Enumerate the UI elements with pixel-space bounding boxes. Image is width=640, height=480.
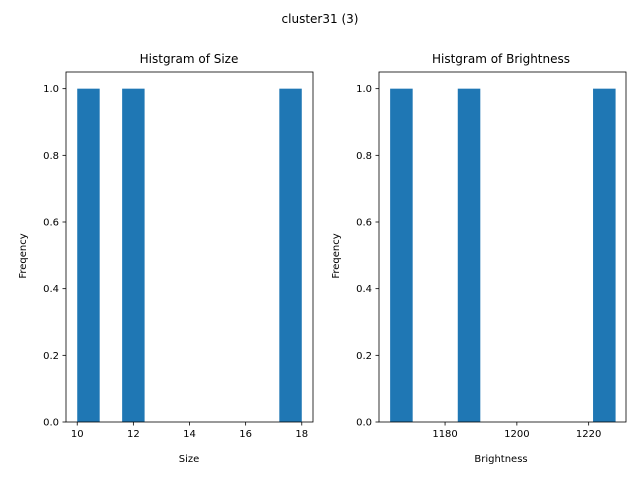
size-histogram-ytick-label: 0.0 bbox=[43, 418, 59, 429]
size-histogram-bar bbox=[122, 88, 145, 423]
brightness-histogram-xlabel: Brightness bbox=[474, 454, 527, 465]
brightness-histogram-ylabel: Freqency bbox=[331, 233, 342, 278]
brightness-histogram-ytick-label: 1.0 bbox=[356, 84, 372, 95]
size-histogram-ytick-label: 0.2 bbox=[43, 351, 59, 362]
size-histogram-xtick-label: 12 bbox=[127, 429, 140, 440]
size-histogram-bar bbox=[77, 88, 100, 423]
size-histogram-xtick-label: 16 bbox=[239, 429, 252, 440]
brightness-histogram-xtick-label: 1180 bbox=[432, 429, 457, 440]
brightness-histogram-panel: Histgram of Brightness Brightness Freqen… bbox=[331, 52, 627, 465]
figure-suptitle: cluster31 (3) bbox=[282, 12, 359, 26]
size-histogram-panel: Histgram of Size Size Freqency 10 12 14 16 1… bbox=[18, 52, 314, 465]
size-histogram-bar bbox=[279, 88, 302, 423]
brightness-histogram-bar bbox=[457, 88, 481, 423]
brightness-histogram-axes-frame bbox=[378, 71, 627, 423]
brightness-histogram-ytick-label: 0.4 bbox=[356, 284, 372, 295]
size-histogram-xlabel: Size bbox=[179, 454, 200, 465]
brightness-histogram-ytick-label: 0.2 bbox=[356, 351, 372, 362]
brightness-histogram-title: Histgram of Brightness bbox=[432, 52, 570, 66]
size-histogram-xtick-label: 14 bbox=[183, 429, 196, 440]
size-histogram-ytick-label: 0.4 bbox=[43, 284, 59, 295]
size-histogram-xtick-label: 10 bbox=[71, 429, 84, 440]
size-histogram-ylabel: Freqency bbox=[18, 233, 29, 278]
size-histogram-ytick-label: 0.8 bbox=[43, 151, 59, 162]
size-histogram-ytick-label: 0.6 bbox=[43, 218, 59, 229]
brightness-histogram-ytick-label: 0.0 bbox=[356, 418, 372, 429]
size-histogram-title: Histgram of Size bbox=[140, 52, 239, 66]
brightness-histogram-bar bbox=[390, 88, 413, 423]
brightness-histogram-ytick-label: 0.6 bbox=[356, 218, 372, 229]
brightness-histogram-ytick-label: 0.8 bbox=[356, 151, 372, 162]
brightness-histogram-bar bbox=[593, 88, 616, 423]
size-histogram-xtick-label: 18 bbox=[295, 429, 308, 440]
brightness-histogram-xtick-label: 1220 bbox=[576, 429, 601, 440]
brightness-histogram-xtick-label: 1200 bbox=[504, 429, 529, 440]
size-histogram-ytick-label: 1.0 bbox=[43, 84, 59, 95]
